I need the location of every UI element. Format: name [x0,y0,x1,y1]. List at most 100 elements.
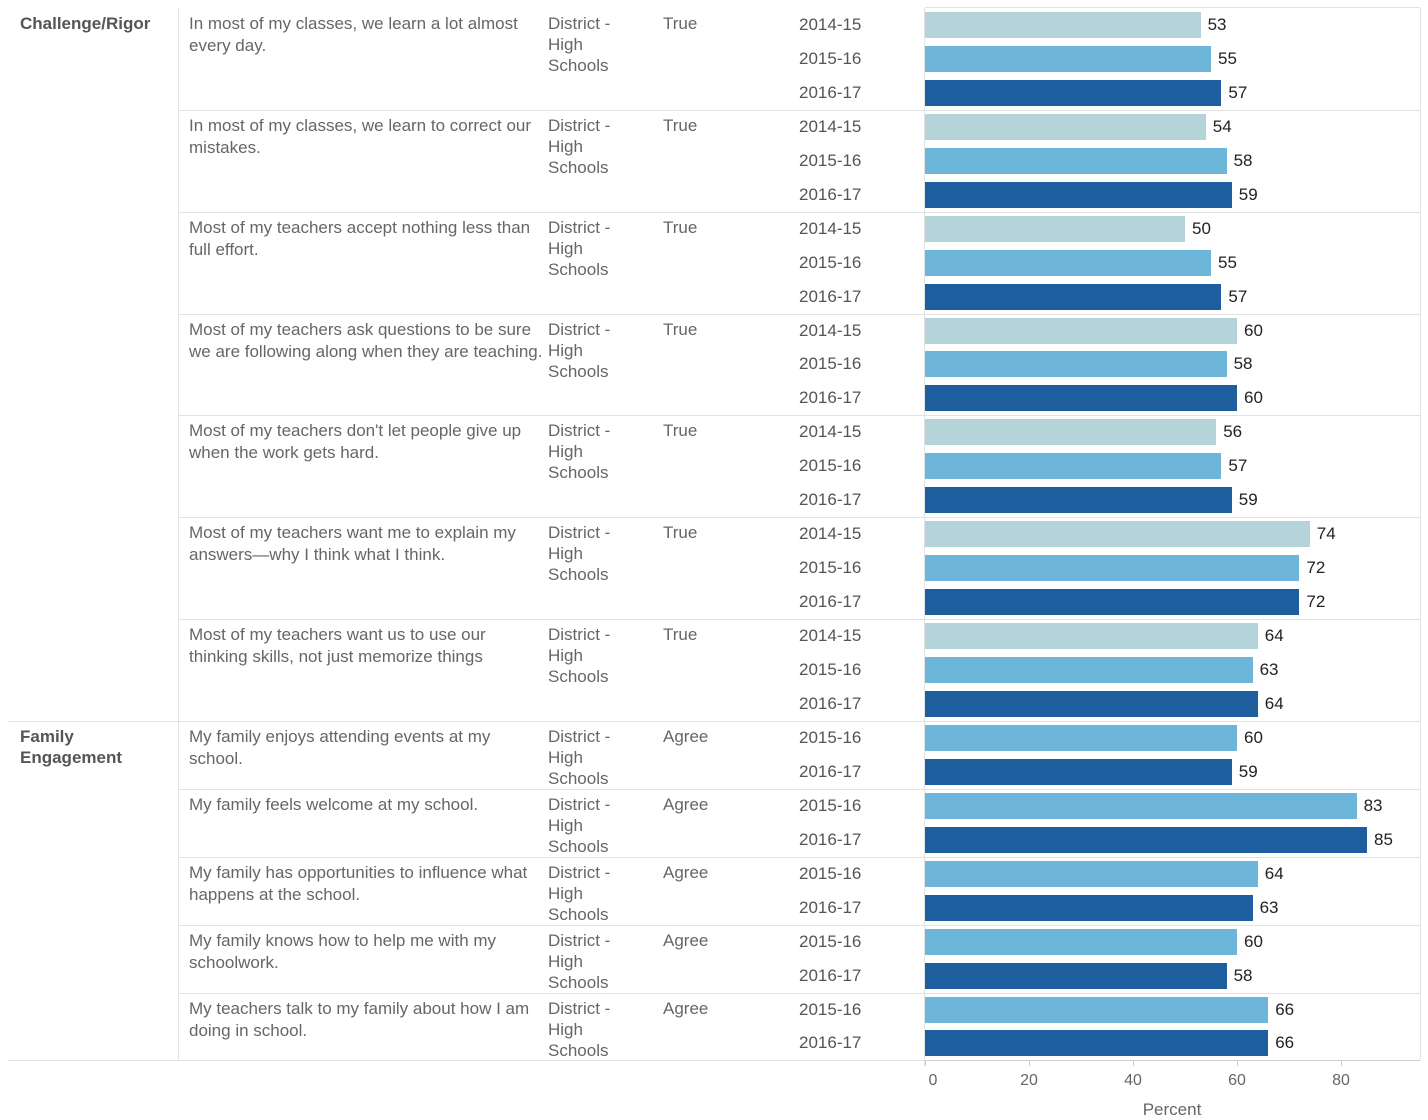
year-label: 2015-16 [799,727,862,747]
data-label: 59 [1238,761,1258,781]
year-label: 2016-17 [799,286,862,306]
bar [925,894,1253,921]
response-label: True [663,319,698,339]
response-label: Agree [663,930,709,950]
location-label: District - High Schools [548,794,611,856]
data-label: 64 [1264,626,1284,646]
location-label: District - High Schools [548,998,611,1060]
location-label: District - High Schools [548,523,611,585]
year-label: 2015-16 [799,252,862,272]
bar [925,147,1227,174]
year-label: 2016-17 [799,184,862,204]
data-label: 66 [1275,1033,1295,1053]
location-label: District - High Schools [548,625,611,687]
bar [925,45,1211,72]
bar [925,657,1253,684]
year-label: 2015-16 [799,456,862,476]
data-label: 72 [1306,558,1326,578]
year-label: 2015-16 [799,48,862,68]
year-label: 2016-17 [799,1033,862,1053]
year-label: 2015-16 [799,558,862,578]
year-label: 2014-15 [799,422,862,442]
bar [925,351,1227,378]
data-label: 57 [1228,82,1248,102]
bar [925,317,1237,344]
response-label: True [663,523,698,543]
data-label: 59 [1238,184,1258,204]
data-label: 60 [1244,931,1263,951]
data-label: 63 [1259,660,1279,680]
year-label: 2014-15 [799,218,862,238]
bar [925,113,1206,140]
year-label: 2014-15 [799,116,862,136]
bar [925,249,1211,276]
x-tick [1133,1060,1134,1067]
plot-right-border [1420,8,1421,1061]
response-label: True [663,625,698,645]
year-label: 2016-17 [799,829,862,849]
question-text: My family enjoys attending events at my … [189,726,491,768]
data-label: 58 [1233,354,1253,374]
location-label: District - High Schools [548,115,611,177]
year-label: 2015-16 [799,354,862,374]
bar [925,758,1232,785]
data-label: 83 [1363,795,1383,815]
bar [925,860,1258,887]
response-label: True [663,115,698,135]
x-tick [1341,1060,1342,1067]
question-divider [178,924,1420,926]
year-label: 2014-15 [799,320,862,340]
response-label: True [663,217,698,237]
bar [925,487,1232,514]
x-tick-label: 20 [1020,1072,1038,1090]
year-label: 2016-17 [799,490,862,510]
data-label: 58 [1233,150,1253,170]
bar [925,792,1357,819]
year-label: 2016-17 [799,82,862,102]
data-label: 54 [1212,116,1232,136]
data-label: 74 [1316,524,1336,544]
location-label: District - High Schools [548,421,611,483]
question-divider [178,211,1420,213]
response-label: Agree [663,998,709,1018]
year-label: 2015-16 [799,999,862,1019]
bar [925,215,1185,242]
data-label: 63 [1259,897,1279,917]
data-label: 59 [1238,490,1258,510]
data-label: 66 [1275,999,1295,1019]
year-label: 2015-16 [799,150,862,170]
bar [925,826,1367,853]
bar [925,623,1258,650]
year-label: 2016-17 [799,965,862,985]
question-divider [178,992,1420,994]
location-label: District - High Schools [548,726,611,788]
year-label: 2016-17 [799,761,862,781]
data-label: 57 [1228,456,1248,476]
question-text: Most of my teachers accept nothing less … [189,217,531,259]
bar [925,962,1227,989]
year-label: 2014-15 [799,524,862,544]
data-label: 72 [1306,592,1326,612]
location-label: District - High Schools [548,862,611,924]
data-label: 53 [1207,14,1227,34]
data-label: 58 [1233,965,1253,985]
data-label: 64 [1264,863,1284,883]
group-divider [8,720,1420,722]
x-tick [925,1060,926,1067]
bar [925,283,1222,310]
response-label: Agree [663,862,709,882]
x-axis-line [925,1060,1420,1062]
year-label: 2016-17 [799,897,862,917]
data-label: 50 [1192,218,1211,238]
data-label: 60 [1244,388,1263,408]
x-axis-title: Percent [1142,1100,1202,1120]
response-label: Agree [663,794,709,814]
location-label: District - High Schools [548,930,611,992]
bar [925,79,1222,106]
data-label: 57 [1228,286,1248,306]
left-separator [178,8,179,1061]
plot-top-border [925,7,1420,8]
bar [925,11,1201,38]
question-text: My family feels welcome at my school. [189,794,479,814]
